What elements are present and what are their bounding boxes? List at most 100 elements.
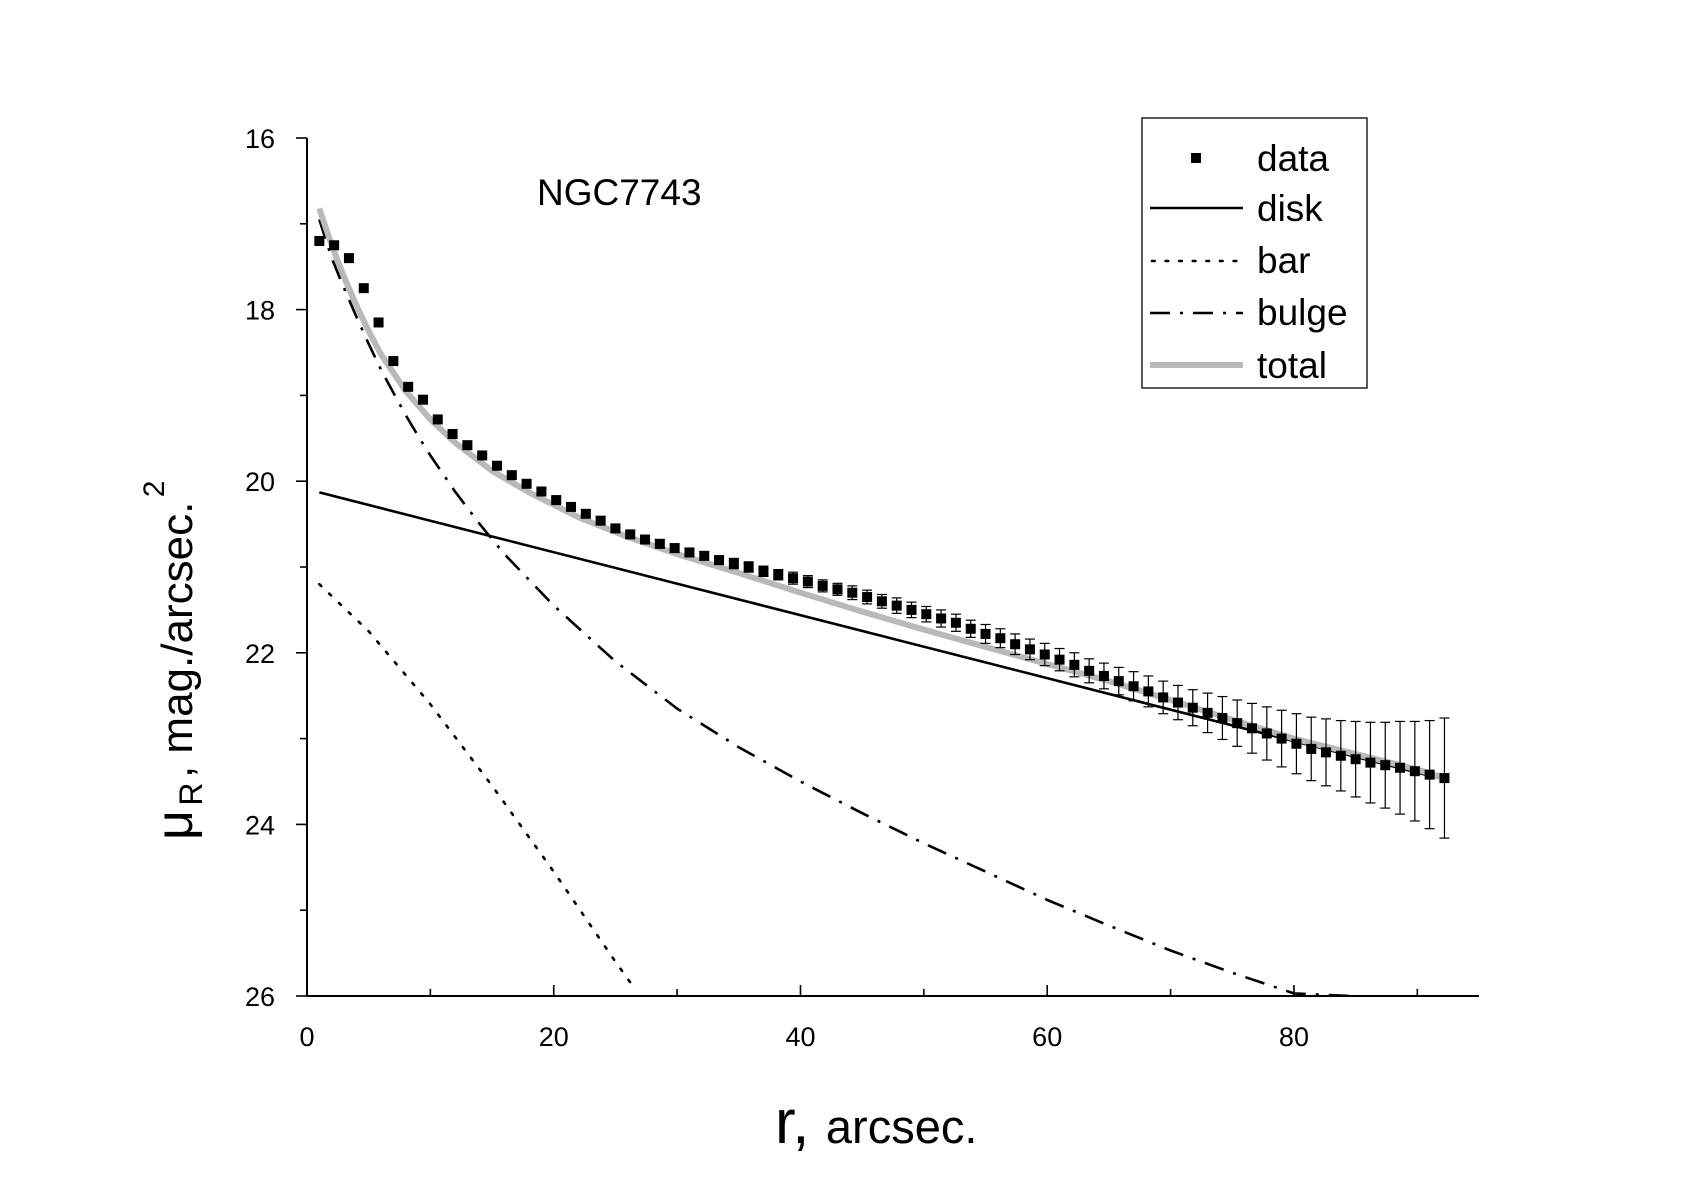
data-point xyxy=(1010,639,1021,650)
data-point xyxy=(965,623,976,634)
data-point xyxy=(536,486,547,497)
data-point xyxy=(373,317,384,328)
series-bar xyxy=(317,582,636,989)
y-tick-label: 24 xyxy=(245,810,275,840)
data-point xyxy=(506,470,517,481)
data-point xyxy=(936,613,947,624)
data-point xyxy=(1335,750,1346,761)
data-point xyxy=(343,253,354,264)
data-point xyxy=(358,283,369,294)
data-point xyxy=(950,617,961,628)
data-point xyxy=(432,414,443,425)
data-point xyxy=(1365,757,1376,768)
data-point xyxy=(1172,697,1183,708)
data-point xyxy=(477,450,488,461)
y-axis-title-sup: 2 xyxy=(138,481,171,498)
data-point xyxy=(832,584,843,595)
series-line-bulge xyxy=(318,219,1350,996)
data-point xyxy=(1395,762,1406,773)
data-point xyxy=(1261,728,1272,739)
data-point xyxy=(714,555,725,566)
data-point xyxy=(921,609,932,620)
y-axis-title-text: , mag./arcsec. xyxy=(153,502,202,778)
data-point xyxy=(906,604,917,615)
x-tick-label: 40 xyxy=(785,1022,815,1052)
data-point xyxy=(1276,733,1287,744)
x-tick-label: 20 xyxy=(539,1022,569,1052)
data-point xyxy=(876,596,887,607)
data-point xyxy=(1306,743,1317,754)
data-point xyxy=(684,547,695,558)
data-point xyxy=(891,600,902,611)
legend-label-total: total xyxy=(1257,345,1327,386)
data-point xyxy=(625,529,636,540)
x-tick-label: 80 xyxy=(1279,1022,1309,1052)
data-point xyxy=(669,543,680,554)
series-bulge xyxy=(318,219,1350,996)
y-tick-label: 22 xyxy=(245,639,275,669)
data-point xyxy=(595,515,606,526)
data-point xyxy=(817,580,828,591)
data-point xyxy=(1217,713,1228,724)
legend: data disk bar bulge total xyxy=(1141,117,1368,389)
legend-label-disk: disk xyxy=(1257,188,1323,229)
x-tick-label: 0 xyxy=(299,1022,314,1052)
data-point xyxy=(995,633,1006,644)
data-point xyxy=(1321,747,1332,758)
data-point xyxy=(1128,681,1139,692)
legend-box xyxy=(1141,117,1368,389)
x-axis-title: r, arcsec. xyxy=(775,1088,977,1157)
data-point xyxy=(1084,665,1095,676)
data-point xyxy=(1424,769,1435,780)
data-point xyxy=(654,538,665,549)
data-point xyxy=(1247,723,1258,734)
data-point xyxy=(1143,686,1154,697)
data-point xyxy=(1158,692,1169,703)
data-point xyxy=(521,478,532,489)
y-tick-label: 20 xyxy=(245,467,275,497)
y-tick-label: 26 xyxy=(245,982,275,1012)
data-point xyxy=(743,562,754,572)
data-point xyxy=(462,440,473,451)
legend-marker-data xyxy=(1191,153,1201,163)
data-point xyxy=(788,573,799,584)
data-point xyxy=(1098,670,1109,681)
y-axis-title-mu: μ xyxy=(146,810,204,840)
y-tick-label: 18 xyxy=(245,296,275,326)
data-point xyxy=(1069,659,1080,670)
data-point xyxy=(862,592,873,603)
data-point xyxy=(314,235,325,246)
y-tick-label: 16 xyxy=(245,124,275,154)
annotation-label: NGC7743 xyxy=(537,172,702,213)
y-axis-title-sub: R xyxy=(173,782,209,805)
data-point xyxy=(1439,773,1450,784)
plot-series xyxy=(314,207,1450,996)
legend-label-data: data xyxy=(1257,138,1329,179)
data-point xyxy=(447,429,458,440)
tick-labels: 0 20 40 60 80 16 18 20 22 24 26 xyxy=(245,124,1309,1052)
svg-text:r, arcsec.: r, arcsec. xyxy=(775,1088,977,1157)
data-point xyxy=(580,508,591,519)
x-axis-title-rest: arcsec. xyxy=(826,1100,978,1153)
series-line-bar xyxy=(317,582,636,989)
data-point xyxy=(1380,760,1391,771)
data-point xyxy=(491,460,502,471)
data-point xyxy=(773,569,784,580)
data-point xyxy=(1187,702,1198,713)
data-point xyxy=(610,523,621,534)
data-point xyxy=(551,495,562,506)
series-data xyxy=(314,235,1450,839)
data-point xyxy=(403,381,414,392)
legend-label-bar: bar xyxy=(1257,240,1310,281)
data-point xyxy=(329,240,340,251)
data-point xyxy=(1039,649,1050,660)
data-point xyxy=(1409,766,1420,777)
axes xyxy=(296,137,1479,997)
data-point xyxy=(1054,654,1065,665)
data-point xyxy=(388,356,399,367)
data-point xyxy=(1350,754,1361,765)
legend-label-bulge: bulge xyxy=(1257,292,1348,333)
data-point xyxy=(566,501,577,512)
data-point xyxy=(640,534,651,545)
data-point xyxy=(980,628,991,639)
